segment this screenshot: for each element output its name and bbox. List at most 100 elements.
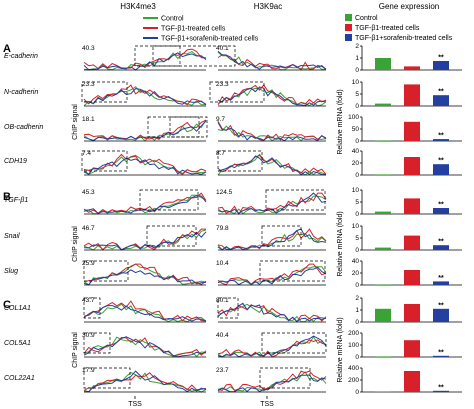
chip-series-0 [217, 195, 327, 215]
h3k9ac-region-box [259, 367, 311, 389]
chip-series-0 [217, 303, 327, 323]
bar-y-tick-label: 0 [355, 211, 359, 218]
chip-series-1 [83, 48, 207, 70]
h3k9ac-scale-max: 40.1 [216, 45, 229, 52]
h3k4me3-scale-max: 46.7 [82, 225, 95, 232]
expression-bar-chart: 0 200 400 ** [348, 365, 462, 396]
bar-sorafenib [433, 245, 449, 250]
legend-label-control: Control [161, 16, 184, 23]
chip-series-1 [217, 228, 327, 250]
chip-series-0 [83, 194, 207, 215]
bar-y-tick-label: 1 [355, 307, 359, 314]
h3k4me3-region-box [81, 81, 128, 103]
chip-series-0 [83, 154, 207, 175]
chip-series-2 [217, 374, 327, 393]
bar-y-tick-label: 0 [355, 67, 359, 74]
bar-y-tick-label: 100 [348, 342, 359, 349]
chip-series-2 [83, 120, 207, 142]
chip-series-2 [83, 336, 207, 358]
h3k4me3-scale-max: 25.9 [82, 260, 95, 267]
chip-series-2 [83, 269, 207, 286]
significance-marker: ** [438, 302, 444, 309]
bar-tgf [404, 198, 420, 214]
h3k9ac-region-box [259, 260, 326, 282]
chip-track [83, 119, 207, 142]
chip-track [83, 84, 207, 107]
chip-series-1 [83, 84, 207, 106]
h3k9ac-scale-max: 23.7 [216, 367, 229, 374]
bar-tgf [404, 340, 420, 357]
bar-y-tick-label: 10 [352, 223, 360, 230]
bar-tgf [404, 157, 420, 175]
bar-sorafenib [433, 95, 449, 106]
chip-series-1 [217, 304, 327, 323]
chip-series-1 [83, 119, 207, 140]
chip-series-2 [84, 370, 207, 393]
chip-series-1 [83, 336, 207, 357]
h3k9ac-region-box [152, 45, 236, 67]
chip-series-1 [217, 84, 327, 106]
h3k9ac-region-box [265, 189, 326, 211]
chip-series-1 [83, 372, 207, 391]
chip-series-0 [83, 336, 207, 358]
chip-series-0 [83, 51, 207, 71]
expression-bar-chart: 0 20 40 ** [352, 148, 462, 179]
legend-label-tgf: TGF-β1-treated cells [161, 26, 226, 33]
chip-series-1 [83, 228, 206, 251]
chip-track [217, 263, 327, 286]
chip-track [83, 336, 207, 358]
chip-series-1 [83, 300, 206, 322]
gene-name: Snail [4, 233, 20, 240]
mrna-label-c: Relative mRNA (fold) [337, 317, 344, 382]
chip-series-0 [83, 86, 207, 107]
h3k9ac-region-box [217, 150, 263, 172]
h3k4me3-scale-max: 17.9 [82, 367, 95, 374]
bar-control [375, 247, 391, 250]
figure-rows: E-cadherin 40.3 40.1 0 1 2 ** N-cadherin 23.3 23.… [4, 43, 462, 396]
chip-series-2 [217, 155, 327, 176]
chip-track [83, 370, 207, 393]
panel-letter-c: C [3, 299, 11, 311]
expression-bar-chart: 0 100 200 ** [348, 330, 462, 361]
h3k9ac-region-box [169, 116, 208, 138]
h3k4me3-scale-max: 40.3 [82, 45, 95, 52]
bar-y-tick-label: 50 [352, 126, 360, 133]
gene-name: Slug [4, 268, 18, 275]
significance-marker: ** [438, 384, 444, 391]
bar-control [375, 308, 391, 322]
bar-tgf [404, 304, 420, 322]
bar-sorafenib [433, 61, 449, 70]
expression-bar-chart: 0 5 10 ** [352, 223, 462, 254]
h3k4me3-region-box [146, 225, 197, 247]
bar-y-tick-label: 0 [355, 389, 359, 396]
bar-tgf [404, 270, 420, 285]
chip-series-2 [217, 228, 327, 251]
gene-name: N-cadherin [4, 89, 38, 96]
bar-y-tick-label: 0 [355, 282, 359, 289]
chip-track [217, 153, 327, 176]
h3k9ac-scale-max: 10.4 [216, 260, 229, 267]
legend-swatch-control [345, 14, 352, 21]
expression-bar-chart: 0 1 2 ** [355, 295, 462, 326]
chip-track [83, 263, 207, 286]
chip-signal-label-c: ChIP signal [72, 332, 79, 368]
chip-series-2 [83, 157, 207, 175]
bar-y-tick-label: 0 [355, 247, 359, 254]
h3k9ac-scale-max: 23.3 [216, 81, 229, 88]
bar-control [375, 174, 391, 175]
chip-series-2 [83, 231, 207, 251]
bar-tgf [404, 66, 420, 70]
bar-y-tick-label: 40 [352, 258, 360, 265]
h3k9ac-scale-max: 80.1 [216, 297, 229, 304]
legend-label-control-expr: Control [355, 15, 378, 22]
mrna-label-a: Relative mRNA (fold) [337, 89, 344, 154]
h3k4me3-scale-max: 18.1 [82, 116, 95, 123]
h3k9ac-region-box [217, 297, 239, 319]
chip-series-2 [217, 302, 327, 323]
bar-y-tick-label: 20 [352, 160, 360, 167]
legend-label-soraf: TGF-β1+sorafenib-treated cells [161, 36, 259, 43]
bar-tgf [404, 371, 420, 392]
bar-control [375, 58, 391, 70]
bar-y-tick-label: 10 [352, 79, 360, 86]
